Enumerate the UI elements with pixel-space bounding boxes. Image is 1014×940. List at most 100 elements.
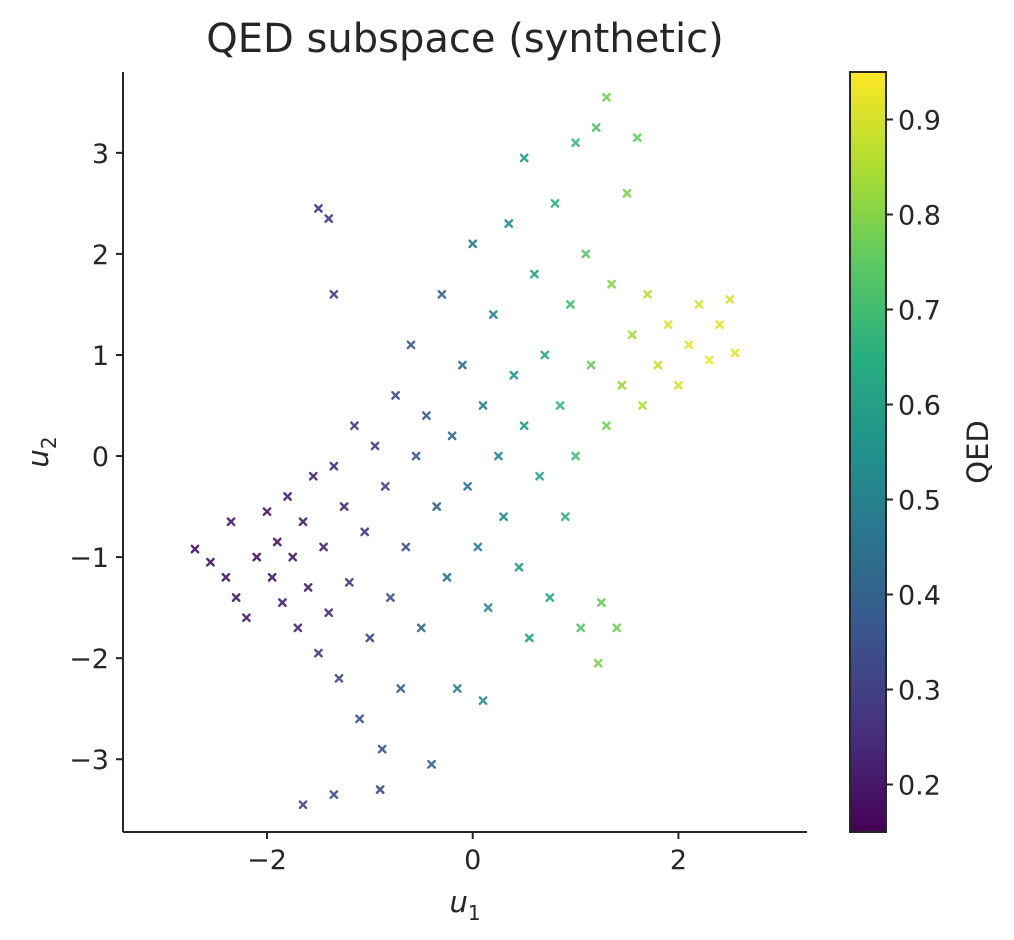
- scatter-point: [406, 340, 416, 350]
- scatter-point: [540, 350, 550, 360]
- scatter-point: [283, 492, 292, 501]
- scatter-point: [473, 542, 483, 552]
- scatter-point: [442, 572, 452, 582]
- x-axis-label: u1: [449, 885, 480, 925]
- y-tick-label: 2: [92, 240, 109, 271]
- scatter-point: [206, 557, 215, 567]
- scatter-point: [278, 598, 287, 607]
- colorbar-tick-label: 0.7: [898, 296, 941, 327]
- scatter-point: [694, 300, 704, 309]
- scatter-point: [267, 572, 277, 582]
- scatter-point: [242, 613, 251, 623]
- scatter-point: [581, 249, 591, 259]
- scatter-point: [617, 380, 627, 390]
- scatter-point: [494, 451, 503, 461]
- scatter-point: [314, 648, 323, 658]
- y-ticks: −3 −2 −1 0 1 2 3: [69, 139, 123, 776]
- scatter-point: [360, 527, 370, 537]
- scatter-point: [509, 370, 519, 380]
- scatter-point: [432, 502, 442, 511]
- scatter-point: [190, 544, 200, 554]
- scatter-point: [391, 391, 400, 400]
- scatter-point: [627, 330, 637, 340]
- scatter-point: [319, 542, 328, 552]
- colorbar-tick-label: 0.3: [898, 676, 941, 707]
- scatter-point: [355, 714, 364, 724]
- scatter-point: [377, 744, 387, 754]
- scatter-point: [314, 204, 323, 213]
- scatter-point: [427, 759, 436, 769]
- scatter-point: [463, 481, 472, 491]
- scatter-point: [365, 633, 375, 643]
- colorbar-tick-label: 0.9: [898, 106, 941, 137]
- scatter-point: [370, 441, 380, 451]
- colorbar-tick-label: 0.6: [898, 391, 941, 422]
- scatter-point: [622, 188, 632, 198]
- scatter-point: [593, 658, 603, 668]
- scatter-point: [375, 785, 385, 794]
- scatter-point: [437, 289, 447, 299]
- x-tick-label: 2: [670, 845, 687, 876]
- y-tick-label: 0: [92, 442, 109, 473]
- scatter-point: [632, 133, 642, 143]
- x-axis-label-sub: 1: [468, 901, 481, 925]
- scatter-point: [643, 289, 652, 299]
- scatter-point: [674, 380, 683, 390]
- scatter-point: [704, 355, 714, 365]
- scatter-point: [288, 552, 298, 562]
- y-tick-label: 1: [92, 341, 109, 372]
- colorbar-tick-label: 0.2: [898, 771, 941, 802]
- scatter-point: [488, 310, 498, 319]
- scatter-point: [545, 593, 555, 602]
- scatter-point: [535, 471, 544, 481]
- scatter-point: [386, 593, 395, 602]
- scatter-point: [458, 360, 467, 370]
- scatter-point: [602, 421, 611, 431]
- scatter-point: [591, 123, 601, 132]
- scatter-point: [478, 401, 488, 410]
- colorbar-tick-label: 0.8: [898, 201, 941, 232]
- scatter-point: [478, 696, 488, 706]
- colorbar: [849, 71, 887, 833]
- scatter-point: [298, 517, 308, 527]
- scatter-point: [524, 633, 534, 643]
- scatter-point: [499, 512, 508, 522]
- colorbar-tick-label: 0.5: [898, 486, 941, 517]
- scatter-point: [730, 348, 740, 358]
- scatter-point: [571, 451, 580, 461]
- scatter-point: [555, 401, 565, 410]
- scatter-point: [329, 289, 339, 299]
- scatter-point: [293, 623, 303, 633]
- scatter-point: [221, 572, 231, 582]
- y-axis-label-base: u: [21, 449, 55, 467]
- scatter-point: [262, 507, 272, 517]
- scatter-point: [483, 603, 493, 613]
- x-axis-label-base: u: [449, 885, 467, 919]
- scatter-point: [324, 214, 334, 223]
- scatter-point: [329, 790, 339, 800]
- scatter-point: [416, 623, 426, 633]
- scatter-point: [725, 294, 735, 304]
- scatter-point: [514, 562, 524, 572]
- scatter-point: [684, 340, 694, 350]
- colorbar-tick-label: 0.4: [898, 581, 941, 612]
- scatter-point: [550, 198, 560, 208]
- y-axis-label: u2: [21, 436, 61, 467]
- scatter-point: [252, 552, 262, 562]
- scatter-point: [324, 608, 334, 618]
- scatter-point: [272, 537, 282, 547]
- scatter-point: [638, 401, 647, 410]
- scatter-point: [519, 421, 529, 431]
- chart-title: QED subspace (synthetic): [206, 16, 723, 62]
- scatter-point: [350, 421, 359, 431]
- y-tick-label: −3: [69, 745, 109, 776]
- scatter-point: [571, 138, 580, 148]
- scatter-point: [602, 92, 611, 102]
- scatter-point: [576, 623, 586, 633]
- scatter-point: [596, 598, 606, 607]
- scatter-point: [519, 153, 529, 163]
- y-tick-label: 3: [92, 139, 109, 170]
- x-ticks: −2 0 2: [247, 832, 687, 876]
- y-tick-label: −2: [69, 644, 109, 675]
